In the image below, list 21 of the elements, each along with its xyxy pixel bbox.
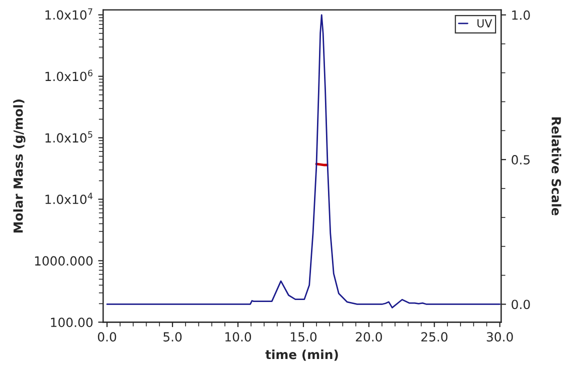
x-tick-label: 5.0 — [164, 332, 182, 342]
y-tick-label: 1.0x10$^{4}$ — [46, 192, 93, 204]
y-tick-label: 1.0x10$^{6}$ — [46, 70, 92, 82]
x-tick-label: 30.0 — [486, 332, 513, 342]
x-tick-label: 10.0 — [225, 332, 252, 342]
y-axis-title: Molar Mass (g/mol) — [13, 100, 26, 233]
y-tick-label: 1.0x10$^{5}$ — [46, 131, 92, 143]
y-tick-label: 1.0x10$^{7}$ — [46, 8, 92, 20]
y2-axis-title: Relative Scale — [552, 117, 562, 216]
y2-tick-label: 0.5 — [512, 155, 530, 164]
x-tick-label: 25.0 — [421, 332, 448, 342]
x-tick-label: 15.0 — [290, 332, 317, 342]
y-tick-label: 1000.000 — [35, 256, 93, 266]
y2-tick-label: 1.0 — [512, 10, 530, 20]
y2-tick-label: 0.0 — [512, 300, 530, 310]
x-axis-title: time (min) — [265, 350, 338, 361]
y-tick-label: 100.00 — [51, 318, 93, 328]
line-series — [106, 14, 501, 308]
legend-label: UV — [477, 19, 492, 28]
x-tick-label: 20.0 — [356, 332, 382, 342]
x-tick-label: 0.0 — [98, 332, 116, 342]
